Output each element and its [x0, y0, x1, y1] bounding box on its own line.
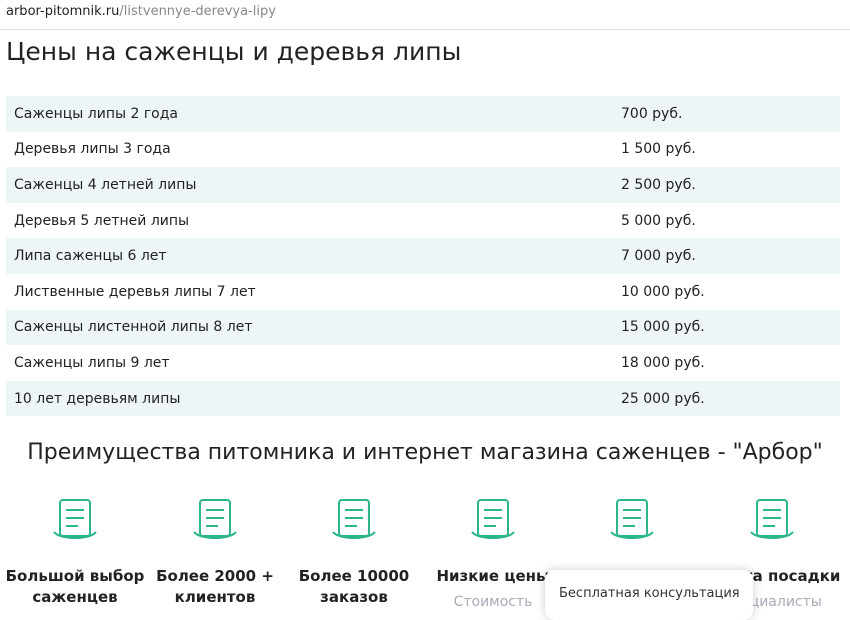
price: 7 000 руб.	[621, 248, 696, 265]
table-row: Деревья липы 3 года 1 500 руб.	[6, 132, 840, 168]
price: 2 500 руб.	[621, 176, 696, 193]
advantage: Низкие цены Стоимость	[424, 492, 563, 610]
icon	[610, 499, 654, 539]
table-row: Саженцы листенной липы 8 лет 15 000 руб.	[6, 309, 840, 346]
price: 5 000 руб.	[621, 212, 696, 229]
url-path: /listvennye-derevya-lipy	[119, 4, 276, 19]
product: Липа саженцы 6 лет	[14, 248, 167, 265]
advantage: Более 10000 заказов	[285, 492, 424, 608]
table-row: Саженцы липы 2 года 700 руб.	[6, 96, 840, 132]
icon	[471, 499, 515, 539]
product: Саженцы липы 2 года	[14, 105, 179, 122]
product: Саженцы липы 9 лет	[14, 354, 170, 371]
table-row: Лиственные деревья липы 7 лет 10 000 руб.	[6, 274, 840, 310]
icon	[750, 499, 794, 539]
product: Саженцы 4 летней липы	[14, 176, 197, 193]
icon	[53, 499, 97, 539]
product: Саженцы листенной липы 8 лет	[14, 319, 253, 336]
page-title: Цены на саженцы и деревья липы	[6, 37, 462, 66]
address-bar[interactable]: arbor-pitomnik.ru/listvennye-derevya-lip…	[6, 4, 276, 19]
price: 10 000 руб.	[621, 283, 705, 300]
advantage-note: Стоимость	[453, 594, 533, 610]
product: 10 лет деревьям липы	[14, 390, 181, 407]
advantage: Более 2000 + клиентов	[146, 492, 285, 608]
advantage-label: Низкие цены	[436, 567, 550, 585]
advantage-label: Большой выбор саженцев	[5, 567, 145, 606]
icon	[193, 499, 237, 539]
product: Деревья 5 летней липы	[14, 212, 190, 229]
section-title: Преимущества питомника и интернет магази…	[27, 440, 823, 465]
table-row: Саженцы липы 9 лет 18 000 руб.	[6, 345, 840, 381]
price: 25 000 руб.	[621, 390, 705, 407]
price: 18 000 руб.	[621, 354, 705, 371]
divider	[0, 29, 850, 30]
icon	[332, 499, 376, 539]
url-domain: arbor-pitomnik.ru	[6, 4, 120, 19]
price: 700 руб.	[621, 105, 683, 122]
advantage-label: Более 2000 + клиентов	[156, 567, 274, 606]
table-row: Липа саженцы 6 лет 7 000 руб.	[6, 238, 840, 274]
product: Лиственные деревья липы 7 лет	[14, 283, 256, 300]
table-row: Саженцы 4 летней липы 2 500 руб.	[6, 167, 840, 203]
price-table: Саженцы липы 2 года 700 руб. Деревья липы …	[6, 96, 840, 417]
advantage: Большой выбор саженцев	[6, 492, 145, 608]
price: 15 000 руб.	[621, 319, 705, 336]
product: Деревья липы 3 года	[14, 141, 171, 158]
consultation-popup[interactable]: Бесплатная консультация	[545, 570, 753, 620]
table-row: Деревья 5 летней липы 5 000 руб.	[6, 203, 840, 239]
advantage-label: Более 10000 заказов	[298, 567, 410, 606]
table-row: 10 лет деревьям липы 25 000 руб.	[6, 380, 840, 417]
price: 1 500 руб.	[621, 141, 696, 158]
